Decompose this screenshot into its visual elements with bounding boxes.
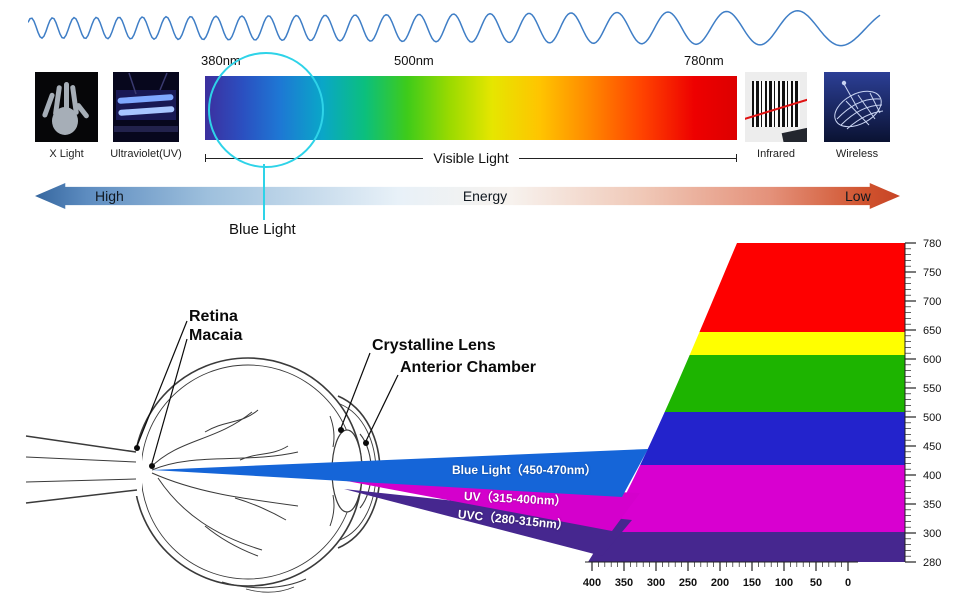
blue-region-highlight-circle: [208, 52, 324, 168]
blue-light-beam: [152, 449, 648, 497]
infrared-caption: Infrared: [757, 148, 795, 160]
energy-arrow: [35, 183, 900, 209]
blue-light-beam-label: Blue Light（450-470nm）: [452, 463, 597, 477]
axis-line-right: [518, 157, 736, 159]
energy-label: Energy: [462, 188, 508, 204]
xray-hand-icon: [35, 72, 98, 142]
svg-text:150: 150: [743, 577, 761, 589]
wave-line: [28, 10, 881, 47]
visible-light-axis: Visible Light: [205, 150, 737, 166]
optic-nerve: [25, 435, 137, 453]
uvc-beam: [344, 489, 632, 556]
wireless-caption: Wireless: [835, 148, 879, 160]
uv-lamp-icon: [113, 72, 179, 142]
svg-text:400: 400: [583, 577, 601, 589]
energy-low-label: Low: [845, 188, 871, 204]
wavelength-tick-500: 500nm: [394, 53, 434, 68]
svg-text:350: 350: [923, 499, 941, 511]
svg-text:200: 200: [711, 577, 729, 589]
retinal-vessels: [149, 409, 299, 557]
xray-caption: X Light: [49, 148, 84, 160]
axis-end-cap-right: [736, 154, 737, 162]
svg-text:50: 50: [810, 577, 822, 589]
light-wave-illustration: [28, 10, 881, 47]
axis-end-cap-left: [205, 154, 206, 162]
blue-region-leader-line: [263, 164, 265, 220]
svg-text:100: 100: [775, 577, 793, 589]
visible-light-label: Visible Light: [433, 150, 509, 166]
svg-text:780: 780: [923, 238, 941, 250]
retina-label: Retina: [189, 308, 238, 325]
svg-text:600: 600: [923, 354, 941, 366]
crystalline-lens-label: Crystalline Lens: [372, 337, 496, 354]
svg-text:0: 0: [845, 577, 851, 589]
anterior-chamber-label: Anterior Chamber: [400, 359, 537, 376]
wireless-thumbnail: [824, 72, 890, 142]
chart-x-axis: 400 350 300 250 200 150 100 50 0: [583, 562, 851, 589]
svg-text:280: 280: [923, 557, 941, 569]
energy-high-label: High: [95, 188, 124, 204]
svg-text:650: 650: [923, 325, 941, 337]
macaia-label: Macaia: [189, 327, 243, 344]
svg-text:300: 300: [647, 577, 665, 589]
infrared-thumbnail: [745, 72, 807, 142]
wavelength-tick-780: 780nm: [684, 53, 724, 68]
xray-thumbnail: [35, 72, 98, 142]
axis-line-left: [206, 157, 424, 159]
svg-text:550: 550: [923, 383, 941, 395]
uv-lamp-thumbnail: [113, 72, 179, 142]
blue-light-callout: Blue Light: [229, 221, 296, 238]
label-pointer-dots: [134, 427, 369, 469]
barcode-scanner-shape: [781, 127, 807, 142]
uv-caption: Ultraviolet(UV): [110, 148, 182, 160]
chart-y-axis: 780 750 700 650 600 550 500 450 400 350 300 280: [905, 238, 941, 569]
svg-text:300: 300: [923, 528, 941, 540]
svg-text:700: 700: [923, 296, 941, 308]
satellite-dish-icon: [824, 72, 890, 142]
svg-text:450: 450: [923, 441, 941, 453]
svg-text:350: 350: [615, 577, 633, 589]
svg-text:250: 250: [679, 577, 697, 589]
svg-text:750: 750: [923, 267, 941, 279]
svg-text:500: 500: [923, 412, 941, 424]
svg-text:400: 400: [923, 470, 941, 482]
label-pointer-lines: [136, 320, 399, 464]
